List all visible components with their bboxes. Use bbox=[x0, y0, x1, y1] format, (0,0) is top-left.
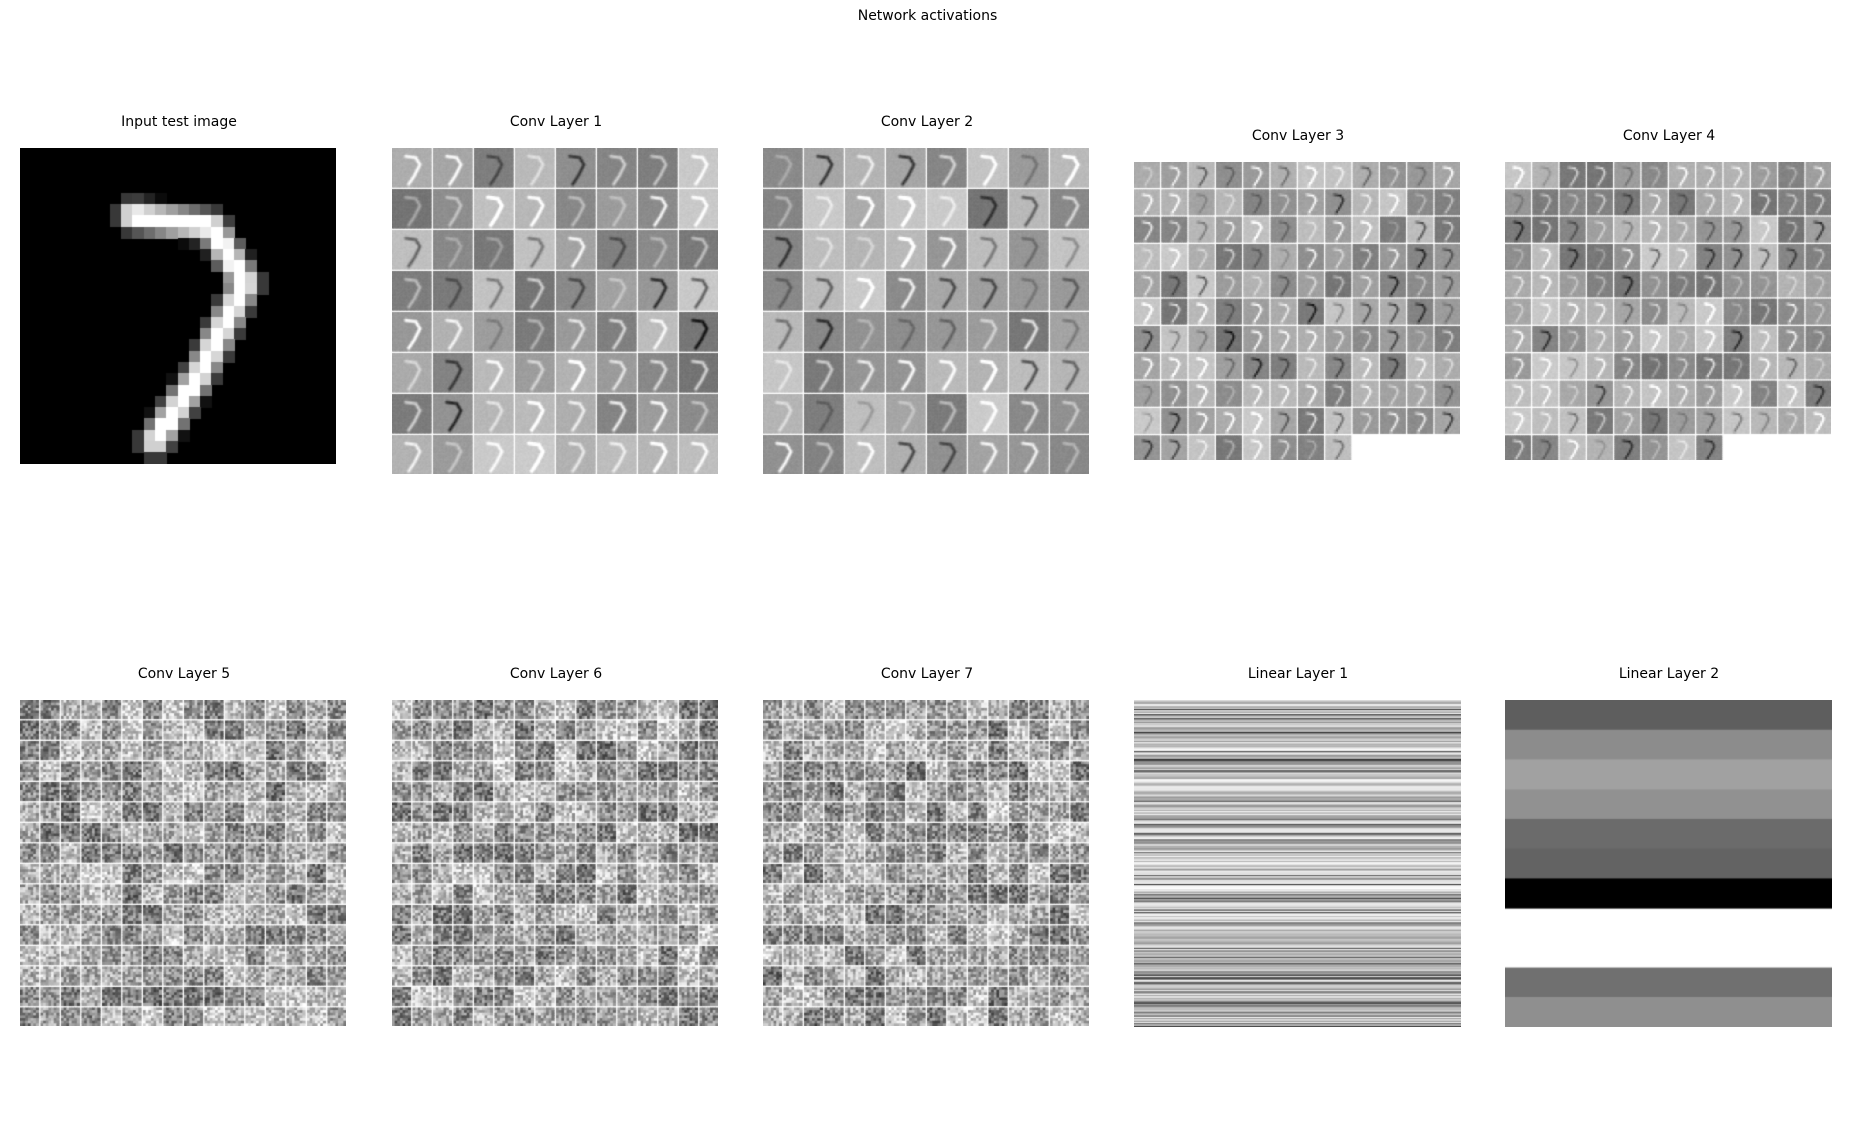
linear-layer-1-activation-stripes bbox=[1134, 700, 1461, 1027]
panel-conv-layer-6: Conv Layer 6 bbox=[392, 662, 720, 1032]
conv-layer-3-feature-grid bbox=[1134, 162, 1460, 460]
panel-conv-layer-3: Conv Layer 3 bbox=[1134, 124, 1462, 484]
figure-title: Network activations bbox=[857, 8, 998, 24]
panel-linear-layer-2: Linear Layer 2 bbox=[1505, 662, 1833, 1032]
conv-layer-6-feature-grid bbox=[392, 700, 718, 1026]
input-digit-image bbox=[20, 148, 336, 464]
panel-conv-layer-4: Conv Layer 4 bbox=[1505, 124, 1833, 484]
panel-conv-layer-1: Conv Layer 1 bbox=[392, 110, 720, 480]
panel-conv-layer-7: Conv Layer 7 bbox=[763, 662, 1091, 1032]
panel-title: Conv Layer 1 bbox=[509, 114, 603, 130]
panel-conv-layer-2: Conv Layer 2 bbox=[763, 110, 1091, 480]
panel-title: Conv Layer 3 bbox=[1251, 128, 1345, 144]
panel-conv-layer-5: Conv Layer 5 bbox=[20, 662, 348, 1032]
conv-layer-1-feature-grid bbox=[392, 148, 718, 474]
conv-layer-7-feature-grid bbox=[763, 700, 1089, 1026]
panel-title: Input test image bbox=[121, 114, 237, 130]
conv-layer-2-feature-grid bbox=[763, 148, 1089, 474]
panel-title: Conv Layer 5 bbox=[137, 666, 231, 682]
panel-title: Linear Layer 1 bbox=[1247, 666, 1349, 682]
panel-title: Conv Layer 2 bbox=[880, 114, 974, 130]
panel-title: Conv Layer 6 bbox=[509, 666, 603, 682]
linear-layer-2-output-bars bbox=[1505, 700, 1832, 1027]
panel-title: Conv Layer 7 bbox=[880, 666, 974, 682]
conv-layer-4-feature-grid bbox=[1505, 162, 1831, 460]
panel-title: Conv Layer 4 bbox=[1622, 128, 1716, 144]
panel-linear-layer-1: Linear Layer 1 bbox=[1134, 662, 1462, 1032]
panel-title: Linear Layer 2 bbox=[1618, 666, 1720, 682]
conv-layer-5-feature-grid bbox=[20, 700, 346, 1026]
panel-input-test-image: Input test image bbox=[20, 110, 338, 470]
